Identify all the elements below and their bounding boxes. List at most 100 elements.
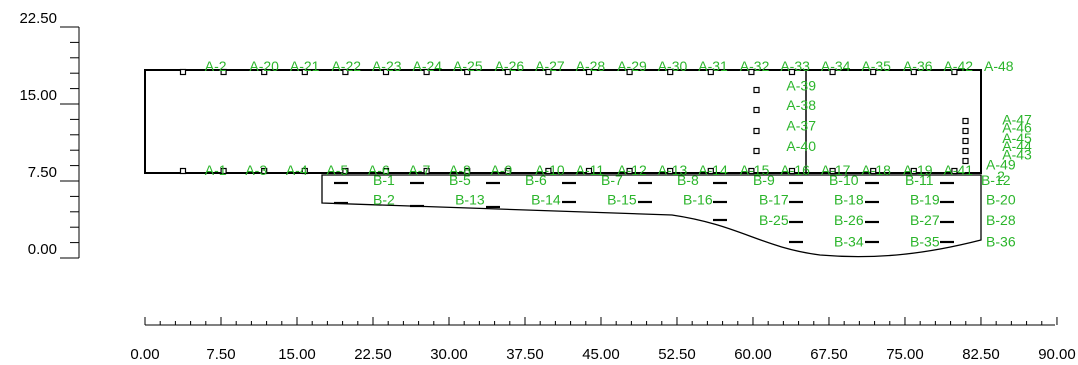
x-tick-label: 90.00 — [1038, 346, 1076, 363]
point-label: A-24 — [413, 58, 443, 74]
x-tick-label: 67.50 — [810, 346, 848, 363]
anchor-marker — [667, 68, 674, 76]
point-label: A-30 — [658, 58, 688, 74]
point-label: A-49 — [986, 157, 1016, 173]
point-label: A-5 — [326, 162, 348, 178]
point-label: A-2 — [205, 58, 227, 74]
x-axis-ticks — [144, 317, 1058, 325]
point-label: A-16 — [780, 162, 810, 178]
point-label: A-10 — [535, 162, 565, 178]
y-tick-label: 22.50 — [19, 10, 57, 27]
x-tick-label: 37.50 — [506, 346, 544, 363]
point-label: B-34 — [834, 234, 864, 250]
point-label: A-11 — [576, 162, 605, 178]
anchor-marker — [301, 68, 308, 76]
anchor-marker — [910, 68, 917, 76]
anchor-marker — [962, 137, 969, 145]
point-label: A-43 — [1002, 146, 1032, 162]
point-label: 2 — [997, 168, 1005, 184]
anchor-marker — [788, 68, 796, 76]
anchor-marker — [261, 167, 268, 175]
anchor-marker — [951, 68, 958, 76]
anchor-marker — [748, 68, 755, 76]
x-axis-tick-labels: 0.00 7.50 15.00 22.50 30.00 37.50 45.00 52.50 60… — [130, 346, 1075, 363]
point-label: A-21 — [290, 58, 320, 74]
x-tick-label: 0.00 — [130, 346, 159, 363]
point-label: B-19 — [910, 192, 940, 208]
y-tick-label: 15.00 — [19, 87, 57, 104]
point-label: B-11 — [905, 172, 934, 188]
anchor-marker — [788, 167, 796, 175]
y-tick-label: 7.50 — [28, 164, 57, 181]
y-axis-tick-labels: 0.00 7.50 15.00 22.50 — [19, 10, 57, 258]
point-label: A-42 — [943, 58, 973, 74]
point-label: B-8 — [677, 172, 699, 188]
anchor-marker — [301, 167, 308, 175]
x-axis: 0.00 7.50 15.00 22.50 30.00 37.50 45.00 52.50 60… — [130, 317, 1076, 363]
point-label: A-34 — [821, 58, 851, 74]
point-label: B-28 — [986, 212, 1016, 228]
point-label: B-17 — [759, 192, 789, 208]
anchor-marker — [870, 68, 877, 76]
point-label: B-26 — [834, 212, 864, 228]
x-tick-label: 22.50 — [354, 346, 392, 363]
anchor-marker — [423, 167, 430, 175]
point-label: B-5 — [449, 172, 471, 188]
anchor-marker — [753, 106, 760, 114]
y-axis-ticks — [60, 26, 79, 259]
point-label: A-31 — [698, 58, 728, 74]
point-label: A-12 — [617, 162, 647, 178]
point-label: A-19 — [903, 162, 933, 178]
point-label: A-33 — [780, 58, 810, 74]
x-tick-label: 52.50 — [658, 346, 696, 363]
point-label: A-36 — [903, 58, 933, 74]
anchor-marker — [261, 68, 268, 76]
anchor-marker — [962, 127, 969, 135]
point-label: A-48 — [984, 58, 1014, 74]
anchor-marker — [585, 68, 593, 76]
anchor-marker — [179, 68, 187, 76]
point-label: A-45 — [1002, 130, 1032, 146]
anchor-marker — [910, 167, 917, 175]
anchor-marker — [464, 68, 471, 76]
point-label: B-18 — [834, 192, 864, 208]
x-tick-label: 45.00 — [582, 346, 620, 363]
anchor-marker — [626, 68, 633, 76]
anchor-marker — [626, 167, 633, 175]
point-label: A-25 — [453, 58, 483, 74]
point-label: A-47 — [1002, 112, 1032, 128]
point-label: A-20 — [249, 58, 279, 74]
point-label: A-14 — [698, 162, 728, 178]
point-label: B-35 — [910, 234, 940, 250]
anchor-marker — [464, 167, 471, 175]
point-label: A-13 — [658, 162, 688, 178]
point-label: A-9 — [491, 162, 513, 178]
x-tick-label: 75.00 — [886, 346, 924, 363]
point-label: A-27 — [535, 58, 565, 74]
point-label: A-46 — [1002, 120, 1032, 136]
point-label: B-2 — [373, 192, 395, 208]
x-tick-label: 7.50 — [206, 346, 235, 363]
anchor-marker — [179, 167, 187, 175]
lower-labels: B-1 B-2 B-5 B-13 B-6 B-14 B-7 B-15 B-8 B-16 B-9 B-1… — [373, 172, 1016, 250]
point-label: B-27 — [910, 212, 940, 228]
point-label: A-44 — [1002, 138, 1032, 154]
anchor-marker — [545, 68, 552, 76]
point-label: A-18 — [861, 162, 891, 178]
point-label: B-7 — [601, 172, 623, 188]
point-label: B-12 — [981, 172, 1011, 188]
x-tick-label: 30.00 — [430, 346, 468, 363]
anchor-marker — [753, 127, 760, 135]
anchor-marker — [962, 147, 969, 155]
anchor-marker — [951, 167, 958, 175]
anchor-marker — [870, 167, 877, 175]
point-label: B-16 — [683, 192, 713, 208]
x-tick-label: 60.00 — [734, 346, 772, 363]
anchor-marker — [382, 68, 390, 76]
anchor-marker — [707, 167, 714, 175]
structure-outline — [144, 69, 982, 258]
point-label: B-36 — [986, 234, 1016, 250]
x-tick-label: 15.00 — [278, 346, 316, 363]
point-label: B-13 — [455, 192, 485, 208]
